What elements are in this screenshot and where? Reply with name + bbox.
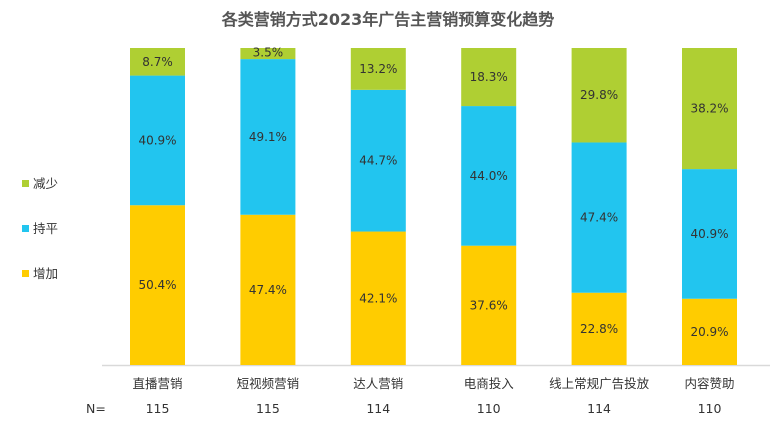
legend-label: 持平	[33, 221, 58, 236]
n-value: 110	[477, 401, 501, 416]
data-label: 20.9%	[690, 325, 728, 339]
data-label: 44.7%	[359, 154, 397, 168]
data-label: 44.0%	[470, 169, 508, 183]
n-value: 110	[698, 401, 722, 416]
bar-segment	[461, 106, 517, 246]
n-value: 115	[146, 401, 170, 416]
bar-segment	[130, 48, 185, 76]
n-value: 114	[587, 401, 611, 416]
bar-segment	[571, 48, 627, 143]
category-label: 内容赞助	[684, 376, 734, 391]
data-label: 38.2%	[690, 102, 728, 116]
data-label: 37.6%	[470, 298, 508, 312]
bar-segment	[240, 48, 296, 60]
bar-segment	[461, 245, 517, 365]
bar-segment	[682, 169, 737, 299]
category-label: 达人营销	[353, 376, 403, 391]
n-value: 114	[366, 401, 390, 416]
bar-segment	[350, 89, 406, 232]
bar-segment	[682, 298, 737, 365]
data-label: 49.1%	[249, 130, 287, 144]
legend-swatch	[22, 270, 29, 277]
category-label: 线上常规广告投放	[549, 376, 650, 391]
data-label: 47.4%	[580, 211, 618, 225]
data-label: 40.9%	[138, 133, 176, 147]
legend-label: 减少	[33, 176, 58, 191]
data-label: 3.5%	[253, 46, 284, 60]
n-value: 115	[256, 401, 280, 416]
data-label: 47.4%	[249, 283, 287, 297]
bar-segment	[571, 292, 627, 365]
category-label: 直播营销	[132, 376, 182, 391]
bar-segment	[240, 214, 296, 365]
bar-segment	[130, 75, 185, 206]
data-label: 29.8%	[580, 88, 618, 102]
bar-segment	[350, 231, 406, 365]
n-label: N=	[86, 401, 106, 416]
bar-segment	[130, 205, 185, 365]
category-label: 电商投入	[464, 376, 515, 391]
data-label: 42.1%	[359, 291, 397, 305]
bar-segment	[682, 48, 737, 170]
legend-label: 增加	[33, 266, 58, 281]
bar-segment	[350, 48, 406, 90]
data-label: 22.8%	[580, 322, 618, 336]
legend-swatch	[22, 180, 29, 187]
chart-title: 各类营销方式2023年广告主营销预算变化趋势	[221, 10, 555, 29]
bar-segment	[571, 142, 627, 293]
legend-swatch	[22, 225, 29, 232]
bar-segment	[461, 48, 517, 107]
bar-segment	[240, 59, 296, 215]
data-label: 18.3%	[470, 70, 508, 84]
data-label: 40.9%	[690, 227, 728, 241]
data-label: 50.4%	[138, 278, 176, 292]
category-label: 短视频营销	[237, 376, 300, 391]
data-label: 13.2%	[359, 62, 397, 76]
data-label: 8.7%	[142, 55, 173, 69]
